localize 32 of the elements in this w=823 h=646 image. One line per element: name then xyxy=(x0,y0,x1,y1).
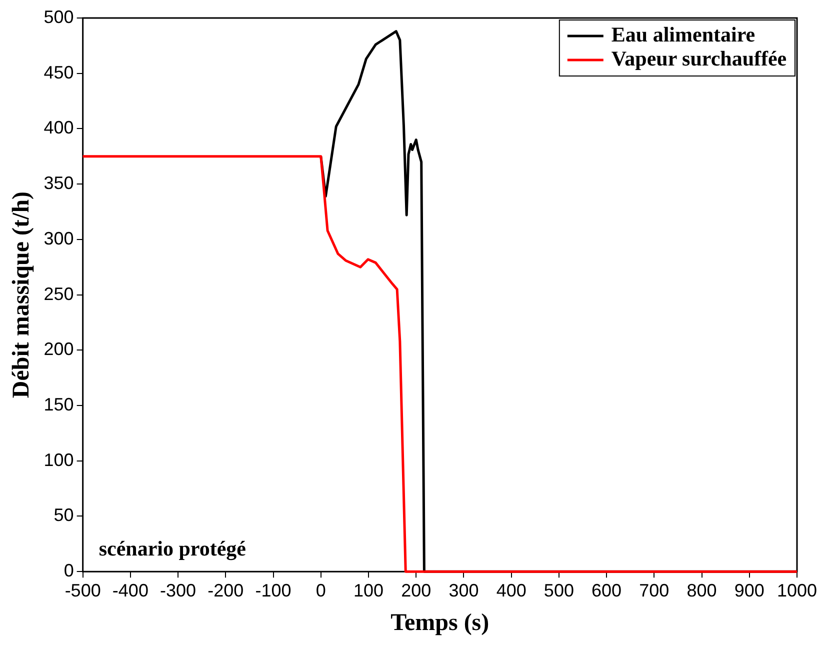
x-tick-label: -400 xyxy=(112,580,148,600)
x-tick-label: 600 xyxy=(592,580,622,600)
annotation: scénario protégé xyxy=(98,536,246,561)
y-tick-label: 300 xyxy=(44,228,74,248)
x-tick-label: -500 xyxy=(64,580,101,600)
y-axis-title: Débit massique (t/h) xyxy=(8,191,35,398)
x-tick-label: 900 xyxy=(734,580,764,600)
y-tick-label: 500 xyxy=(44,6,74,27)
x-tick-label: 400 xyxy=(496,580,526,600)
x-tick-label: -200 xyxy=(208,580,244,600)
legend-label: Vapeur surchauffée xyxy=(611,46,787,70)
y-tick-label: 0 xyxy=(64,560,74,581)
x-tick-label: 700 xyxy=(639,580,670,600)
y-tick-label: 100 xyxy=(44,450,74,470)
x-tick-label: 500 xyxy=(544,580,574,600)
y-tick-label: 350 xyxy=(44,173,74,194)
x-tick-label: 200 xyxy=(401,580,432,600)
y-tick-label: 400 xyxy=(44,118,74,138)
x-tick-label: 100 xyxy=(353,580,384,600)
legend-label: Eau alimentaire xyxy=(611,22,756,46)
y-tick-label: 150 xyxy=(44,394,74,414)
x-tick-label: 300 xyxy=(448,580,479,600)
x-tick-label: 800 xyxy=(686,580,717,600)
x-tick-label: 1000 xyxy=(776,580,818,600)
y-tick-label: 200 xyxy=(44,339,74,360)
y-tick-label: 50 xyxy=(54,505,74,526)
x-tick-label: 0 xyxy=(316,580,326,600)
x-tick-label: -300 xyxy=(160,580,196,600)
y-tick-label: 450 xyxy=(44,62,74,82)
x-tick-label: -100 xyxy=(255,580,292,600)
y-tick-label: 250 xyxy=(44,284,74,304)
x-axis-title: Temps (s) xyxy=(390,610,490,636)
